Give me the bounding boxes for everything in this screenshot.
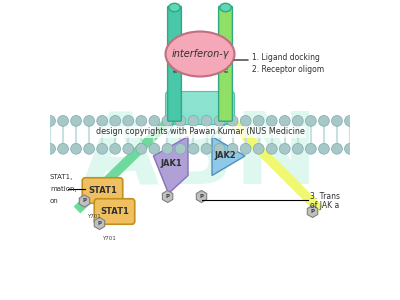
Circle shape: [253, 143, 264, 154]
Circle shape: [110, 116, 121, 126]
Text: ifnγR2: ifnγR2: [225, 55, 230, 73]
Polygon shape: [154, 136, 188, 194]
Circle shape: [58, 143, 68, 154]
Circle shape: [136, 116, 147, 126]
Text: 1. Ligand docking: 1. Ligand docking: [252, 53, 320, 62]
Circle shape: [110, 143, 121, 154]
Text: interferon-γ: interferon-γ: [171, 49, 229, 59]
Circle shape: [214, 143, 225, 154]
Text: of JAK a: of JAK a: [310, 201, 339, 210]
Circle shape: [84, 116, 94, 126]
Text: STAT1,: STAT1,: [50, 174, 73, 180]
Text: STAT1: STAT1: [88, 186, 117, 195]
Polygon shape: [74, 112, 178, 213]
Polygon shape: [79, 195, 90, 207]
Circle shape: [149, 116, 160, 126]
Circle shape: [266, 116, 277, 126]
Text: P: P: [166, 194, 170, 199]
Circle shape: [306, 143, 316, 154]
Circle shape: [44, 116, 55, 126]
Circle shape: [162, 116, 173, 126]
Text: Y701: Y701: [87, 214, 100, 220]
Circle shape: [149, 143, 160, 154]
Ellipse shape: [166, 32, 234, 76]
Polygon shape: [196, 190, 207, 202]
Ellipse shape: [169, 3, 180, 12]
Text: design copyrights with Pawan Kumar (NUS Medicine: design copyrights with Pawan Kumar (NUS …: [96, 128, 304, 136]
Circle shape: [345, 143, 355, 154]
Ellipse shape: [220, 3, 231, 12]
FancyBboxPatch shape: [94, 199, 135, 224]
Circle shape: [227, 143, 238, 154]
FancyBboxPatch shape: [218, 6, 232, 121]
Text: P: P: [82, 199, 86, 203]
Circle shape: [188, 116, 199, 126]
Circle shape: [175, 116, 186, 126]
Circle shape: [332, 143, 342, 154]
Circle shape: [345, 116, 355, 126]
Circle shape: [58, 116, 68, 126]
Polygon shape: [307, 206, 318, 218]
Text: P: P: [98, 221, 102, 226]
Circle shape: [279, 116, 290, 126]
Circle shape: [332, 116, 342, 126]
Circle shape: [175, 143, 186, 154]
Polygon shape: [162, 190, 173, 202]
Circle shape: [292, 116, 303, 126]
FancyBboxPatch shape: [166, 92, 234, 124]
Circle shape: [97, 143, 108, 154]
Text: 3. Trans: 3. Trans: [310, 192, 340, 201]
FancyBboxPatch shape: [82, 178, 123, 203]
Circle shape: [201, 116, 212, 126]
Text: JAK1: JAK1: [161, 159, 182, 168]
Text: ABN: ABN: [82, 107, 318, 205]
Circle shape: [84, 143, 94, 154]
Circle shape: [279, 143, 290, 154]
Circle shape: [136, 143, 147, 154]
Circle shape: [44, 143, 55, 154]
Circle shape: [123, 116, 134, 126]
Text: JAK2: JAK2: [215, 152, 236, 160]
Circle shape: [306, 116, 316, 126]
Circle shape: [240, 143, 251, 154]
Text: ifnγR1: ifnγR1: [174, 55, 179, 73]
Text: on: on: [50, 198, 59, 204]
Text: Y701: Y701: [102, 236, 115, 241]
Polygon shape: [212, 136, 245, 176]
Circle shape: [188, 143, 199, 154]
Circle shape: [71, 143, 82, 154]
Circle shape: [97, 116, 108, 126]
FancyBboxPatch shape: [168, 6, 181, 121]
Circle shape: [292, 143, 303, 154]
Polygon shape: [222, 112, 323, 213]
Circle shape: [214, 116, 225, 126]
Text: P: P: [310, 209, 314, 214]
Text: STAT1: STAT1: [100, 207, 129, 216]
Circle shape: [240, 116, 251, 126]
Circle shape: [318, 116, 329, 126]
Circle shape: [123, 143, 134, 154]
Polygon shape: [94, 218, 105, 230]
Text: mation,: mation,: [50, 186, 77, 192]
Text: 2. Receptor oligom: 2. Receptor oligom: [252, 65, 325, 74]
Circle shape: [201, 143, 212, 154]
Text: P: P: [200, 194, 204, 199]
Circle shape: [71, 116, 82, 126]
Circle shape: [318, 143, 329, 154]
Circle shape: [227, 116, 238, 126]
Circle shape: [266, 143, 277, 154]
Circle shape: [253, 116, 264, 126]
Circle shape: [162, 143, 173, 154]
